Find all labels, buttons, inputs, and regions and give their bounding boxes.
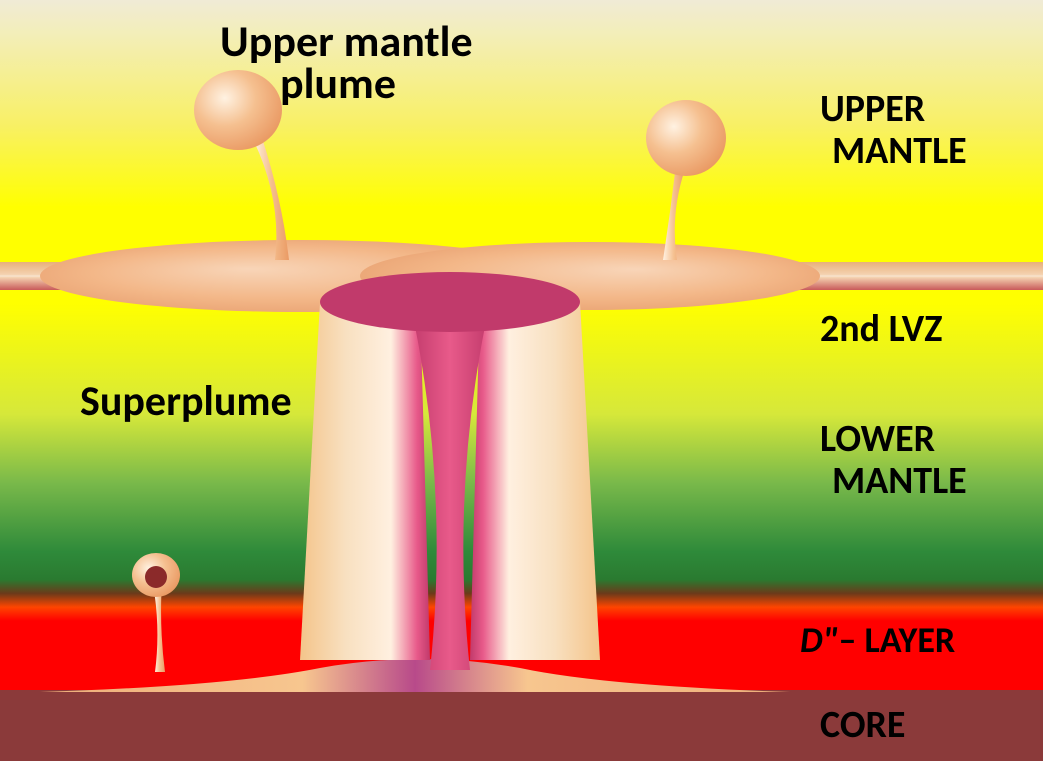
label-d-layer-prefix: D"	[800, 618, 838, 662]
label-lower-mantle-line1: LOWER	[820, 420, 935, 460]
label-d-layer: D"– LAYER	[800, 622, 955, 660]
label-core: CORE	[820, 706, 905, 746]
label-upper-mantle-plume-line2: plume	[280, 60, 396, 106]
label-d-layer-suffix: – LAYER	[838, 618, 955, 662]
label-upper-mantle-line1: UPPER	[820, 90, 925, 130]
label-upper-mantle-line2: MANTLE	[832, 132, 967, 172]
label-superplume: Superplume	[80, 380, 292, 424]
label-2nd-lvz: 2nd LVZ	[820, 310, 942, 350]
label-lower-mantle-line2: MANTLE	[832, 462, 967, 502]
mantle-plume-diagram: Upper mantle plume Superplume UPPER MANT…	[0, 0, 1043, 761]
